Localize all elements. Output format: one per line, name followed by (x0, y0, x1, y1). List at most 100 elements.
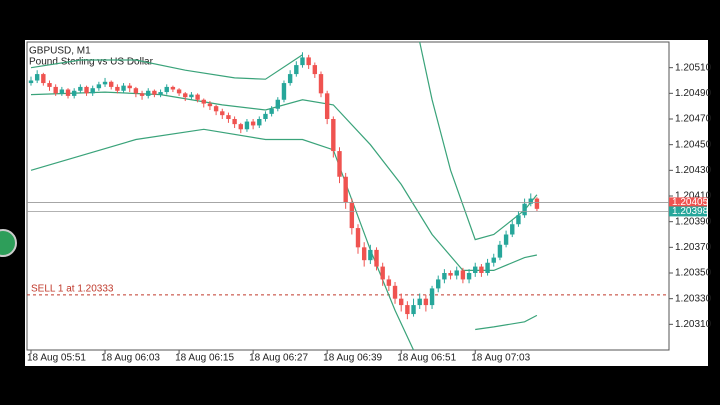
candle-body (28, 80, 34, 84)
candle-body (257, 119, 262, 126)
candle-body (232, 119, 237, 125)
ask-label: 1.20405 (672, 197, 709, 208)
candle-body (201, 99, 206, 104)
candle-body (454, 270, 459, 276)
candle-body (133, 88, 139, 94)
candle-body (78, 86, 83, 91)
candle-body (65, 89, 71, 96)
candle-body (318, 74, 324, 94)
candle-body (281, 83, 287, 100)
candle-body (275, 99, 280, 109)
candle-body (405, 305, 410, 315)
candle-body (244, 121, 250, 130)
candle-body (411, 305, 416, 315)
order-label: SELL 1 at 1.20333 (31, 283, 114, 294)
candle-body (392, 285, 398, 299)
candle-body (176, 89, 182, 94)
x-tick-label: 18 Aug 06:15 (175, 353, 234, 364)
x-tick-label: 18 Aug 07:03 (471, 353, 530, 364)
candle-body (423, 298, 429, 306)
candle-body (47, 83, 52, 87)
candle-body (324, 93, 330, 119)
candle-body (368, 249, 373, 261)
candle-body (127, 85, 132, 89)
candle-body (374, 249, 379, 267)
candle-body (96, 84, 102, 89)
x-tick-label: 18 Aug 05:51 (27, 353, 86, 364)
candle-body (84, 86, 89, 94)
y-tick-label: 1.20450 (675, 139, 712, 150)
chart-panel (25, 40, 708, 366)
candle-body (287, 74, 293, 84)
candle-body (207, 103, 213, 107)
candle-body (306, 57, 311, 66)
symbol: GBPUSD, M1 (29, 46, 91, 57)
candle-body (337, 151, 342, 177)
candle-body (510, 224, 515, 235)
candle-body (497, 244, 503, 258)
candle-body (195, 94, 200, 100)
candle-body (152, 90, 157, 95)
candle-body (300, 57, 305, 66)
x-tick-label: 18 Aug 06:27 (249, 353, 308, 364)
band-line (30, 128, 538, 351)
bid-label-box (669, 206, 707, 217)
candle-body (109, 81, 114, 87)
candle-body (263, 113, 268, 119)
candle-body (164, 86, 169, 93)
bid-label: 1.20398 (672, 206, 709, 217)
candle-body (34, 74, 40, 81)
candle-body (226, 115, 231, 119)
y-tick-label: 1.20390 (675, 216, 712, 227)
candle-body (115, 86, 120, 91)
candle-body (503, 234, 509, 245)
candle-body (466, 273, 472, 280)
candle-body (312, 65, 318, 75)
candle-body (460, 270, 466, 280)
candle-body (170, 86, 176, 90)
candle-body (158, 92, 163, 95)
y-tick-label: 1.20430 (675, 165, 712, 176)
candle-body (250, 121, 256, 126)
y-tick-label: 1.20350 (675, 268, 712, 279)
candle-body (442, 273, 447, 280)
candle-body (399, 298, 404, 306)
y-tick-label: 1.20330 (675, 293, 712, 304)
candle-body (53, 86, 58, 94)
candle-body (220, 111, 225, 116)
candle-body (238, 124, 243, 130)
candle-body (269, 108, 274, 114)
candle-body (90, 88, 95, 94)
x-tick-label: 18 Aug 06:03 (101, 353, 160, 364)
candle-body (146, 90, 151, 96)
candle-body (183, 93, 188, 98)
y-tick-label: 1.20310 (675, 319, 712, 330)
candle-body (331, 119, 336, 152)
candle-body (386, 279, 392, 286)
app-bubble[interactable] (0, 229, 17, 257)
candle-body (429, 288, 435, 306)
y-tick-label: 1.20410 (675, 191, 712, 202)
candle-body (534, 198, 540, 209)
y-tick-label: 1.20510 (675, 62, 712, 73)
candle-body (121, 85, 126, 91)
candle-body (479, 266, 484, 273)
candle-body (485, 262, 490, 273)
candle-body (522, 203, 527, 216)
candle-body (59, 89, 65, 94)
candle-body (473, 266, 478, 273)
candle-body (343, 176, 348, 203)
ask-label-box (669, 197, 707, 208)
x-tick-label: 18 Aug 06:51 (397, 353, 456, 364)
x-tick-label: 18 Aug 06:39 (323, 353, 382, 364)
candle-body (213, 106, 219, 112)
candle-body (448, 273, 453, 276)
candle-body (294, 65, 299, 75)
candle-body (41, 74, 46, 84)
y-tick-label: 1.20370 (675, 242, 712, 253)
candle-body (189, 94, 194, 98)
candle-body (349, 202, 355, 229)
y-tick-label: 1.20470 (675, 114, 712, 125)
candle-body (380, 266, 385, 280)
